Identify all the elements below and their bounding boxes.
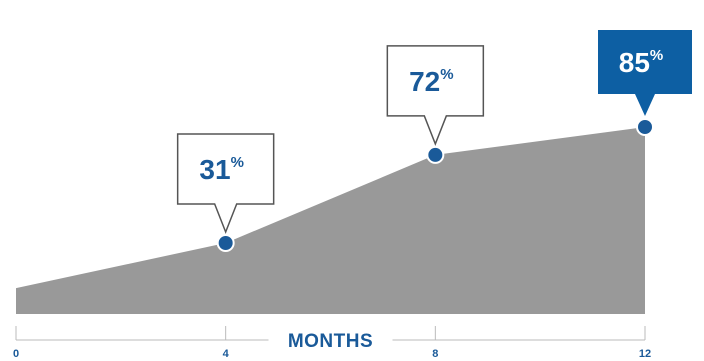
callout-value: 85 [619, 47, 650, 78]
x-axis: 0 4 8 12 [13, 326, 651, 360]
callout-label: 72% [409, 66, 454, 97]
x-tick-label: 8 [432, 348, 438, 360]
x-tick-label: 0 [13, 348, 19, 360]
callout-value: 31 [199, 154, 230, 185]
callout-unit: % [231, 154, 244, 171]
callout-box [598, 30, 692, 116]
value-callout: 72% [386, 45, 485, 146]
callout-label: 31% [199, 154, 244, 185]
area-series [16, 127, 645, 314]
callout-unit: % [650, 47, 663, 64]
value-callout: 31% [176, 133, 275, 235]
callout-box [386, 45, 485, 146]
x-tick-label: 12 [639, 348, 651, 360]
callout-box [176, 133, 275, 235]
data-point [216, 234, 235, 252]
data-point [636, 118, 654, 136]
callout-label: 85% [619, 47, 664, 78]
x-tick-label: 4 [223, 348, 230, 360]
callout-value: 72 [409, 66, 440, 97]
data-point [426, 145, 445, 164]
x-axis-title: MONTHS [288, 331, 373, 352]
callout-unit: % [440, 66, 453, 83]
value-callout: 85% [598, 30, 692, 116]
